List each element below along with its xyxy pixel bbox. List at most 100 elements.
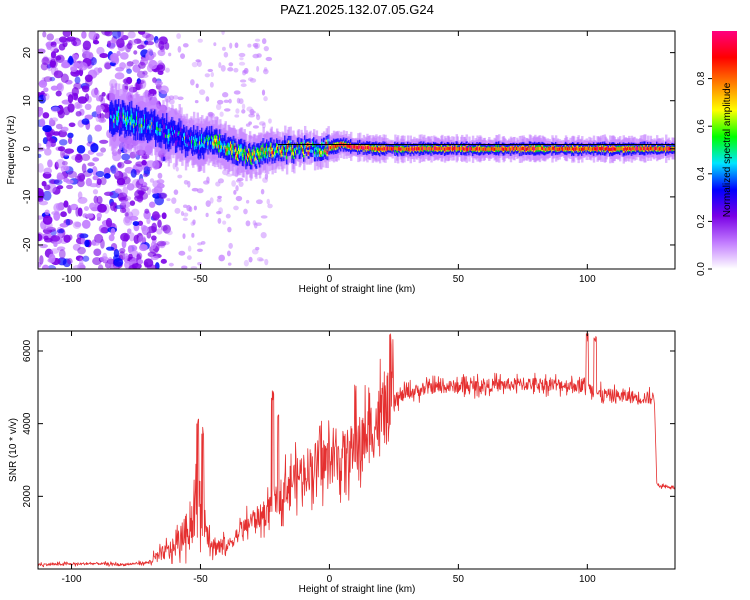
spectrogram-cell bbox=[247, 77, 254, 82]
spectrogram-cell bbox=[267, 203, 273, 209]
spectrogram-cell bbox=[150, 241, 156, 250]
spectrogram-cell bbox=[77, 246, 86, 255]
spectrogram-cell bbox=[186, 255, 192, 260]
spectrogram-cell bbox=[202, 180, 210, 185]
spectrogram-cell bbox=[263, 67, 268, 72]
spectrogram-cell bbox=[249, 78, 257, 83]
spectrogram-cell bbox=[92, 175, 99, 181]
spectrogram-cell bbox=[182, 233, 186, 239]
spectrogram-cell bbox=[147, 251, 157, 258]
spectrogram-cell bbox=[218, 62, 222, 69]
spectrogram-cell bbox=[120, 232, 130, 242]
spectrogram-cell bbox=[114, 188, 122, 194]
spectrogram-cell bbox=[104, 62, 112, 70]
spectrogram-cell bbox=[256, 114, 261, 121]
spectrogram-cell bbox=[233, 90, 241, 95]
spectrogram-cell bbox=[219, 111, 224, 117]
spectrogram-x-tick-label: 0 bbox=[327, 274, 333, 285]
spectrogram-cell bbox=[187, 245, 192, 252]
spectrogram-cell bbox=[148, 201, 156, 208]
spectrogram-cell bbox=[266, 198, 270, 205]
spectrogram-cell bbox=[128, 232, 135, 242]
spectrogram-cell bbox=[131, 208, 140, 217]
spectrogram-cell bbox=[95, 170, 105, 178]
spectrogram-y-ticks: -20 -10 0 10 20 bbox=[22, 47, 675, 252]
spectrogram-cell bbox=[222, 92, 229, 98]
spectrogram-cell bbox=[186, 204, 192, 212]
spectrogram-cell bbox=[99, 256, 109, 263]
spectrogram-cell bbox=[38, 163, 44, 173]
spectrogram-cell bbox=[63, 106, 71, 116]
spectrogram-cell bbox=[38, 200, 49, 206]
spectrogram-cell bbox=[96, 46, 105, 55]
spectrogram-cell bbox=[196, 60, 202, 67]
spectrogram-cell bbox=[137, 31, 146, 35]
spectrogram-cell bbox=[253, 222, 258, 229]
spectrogram-cell bbox=[73, 62, 80, 68]
spectrogram-cell bbox=[156, 228, 163, 235]
spectrogram-cell bbox=[127, 228, 132, 235]
spectrogram-cell bbox=[60, 149, 65, 159]
spectrogram-cell bbox=[221, 31, 225, 35]
spectrogram-cell bbox=[38, 153, 42, 158]
spectrogram-cell bbox=[210, 72, 215, 78]
spectrogram-cell bbox=[53, 203, 61, 213]
spectrogram-cell bbox=[166, 198, 171, 202]
spectrogram-cell bbox=[127, 245, 133, 254]
spectrogram-cell bbox=[268, 118, 272, 124]
spectrogram-cell bbox=[154, 80, 163, 86]
spectrogram-cell bbox=[39, 118, 46, 127]
spectrogram-cell bbox=[128, 264, 137, 269]
spectrogram-cell bbox=[66, 184, 74, 190]
spectrogram-cell bbox=[180, 53, 186, 59]
spectrogram-cell bbox=[84, 93, 90, 102]
spectrogram-cell bbox=[130, 168, 137, 178]
spectrogram-cell bbox=[195, 59, 201, 63]
spectrogram-cell bbox=[110, 228, 116, 236]
spectrogram-cell bbox=[158, 192, 168, 199]
spectrogram-cell bbox=[180, 210, 184, 216]
spectrogram-cell bbox=[127, 31, 136, 39]
spectrogram-y-tick-label: 10 bbox=[22, 95, 33, 107]
spectrogram-cell bbox=[110, 164, 117, 175]
spectrogram-cell bbox=[223, 51, 229, 58]
spectrogram-cell bbox=[116, 38, 125, 49]
colorbar-tick-label: 0.6 bbox=[696, 119, 707, 133]
spectrogram-cell bbox=[193, 205, 197, 211]
spectrogram-cell bbox=[133, 38, 142, 44]
spectrogram-cell bbox=[182, 217, 188, 221]
snr-y-ticks: 2000 4000 6000 bbox=[22, 339, 675, 507]
spectrogram-cell bbox=[72, 221, 82, 229]
spectrogram-cell bbox=[93, 248, 102, 257]
spectrogram-cell bbox=[47, 265, 57, 269]
spectrogram-cell bbox=[262, 68, 269, 75]
spectrogram-cell bbox=[148, 59, 158, 70]
spectrogram-cell bbox=[79, 257, 84, 267]
spectrogram-cell bbox=[126, 68, 132, 74]
spectrogram-cell bbox=[197, 38, 203, 43]
snr-x-tick-label: -100 bbox=[62, 574, 82, 585]
spectrogram-cell bbox=[53, 179, 63, 185]
spectrogram-cell bbox=[139, 178, 145, 184]
spectrogram-cell bbox=[233, 189, 237, 195]
spectrogram-cell bbox=[223, 108, 231, 112]
spectrogram-cell bbox=[252, 125, 259, 129]
spectrogram-x-tick-label: 100 bbox=[579, 274, 596, 285]
spectrogram-cell bbox=[128, 39, 133, 46]
spectrogram-cell bbox=[124, 215, 131, 224]
spectrogram-cell bbox=[42, 112, 50, 119]
spectrogram-cell bbox=[143, 166, 151, 175]
spectrogram-cell bbox=[57, 109, 65, 119]
spectrogram-cell bbox=[198, 89, 206, 95]
spectrogram-cell bbox=[134, 81, 143, 91]
spectrogram-cell bbox=[261, 89, 266, 96]
spectrogram-cell bbox=[58, 43, 66, 51]
spectrogram-cell bbox=[82, 40, 92, 51]
spectrogram-cell bbox=[228, 242, 233, 249]
spectrogram-cell bbox=[44, 209, 50, 216]
spectrogram-cell bbox=[96, 196, 103, 205]
spectrogram-cell bbox=[92, 189, 99, 195]
spectrogram-cell bbox=[98, 118, 107, 123]
spectrogram-cell bbox=[122, 186, 128, 196]
spectrogram-cell bbox=[228, 98, 232, 104]
